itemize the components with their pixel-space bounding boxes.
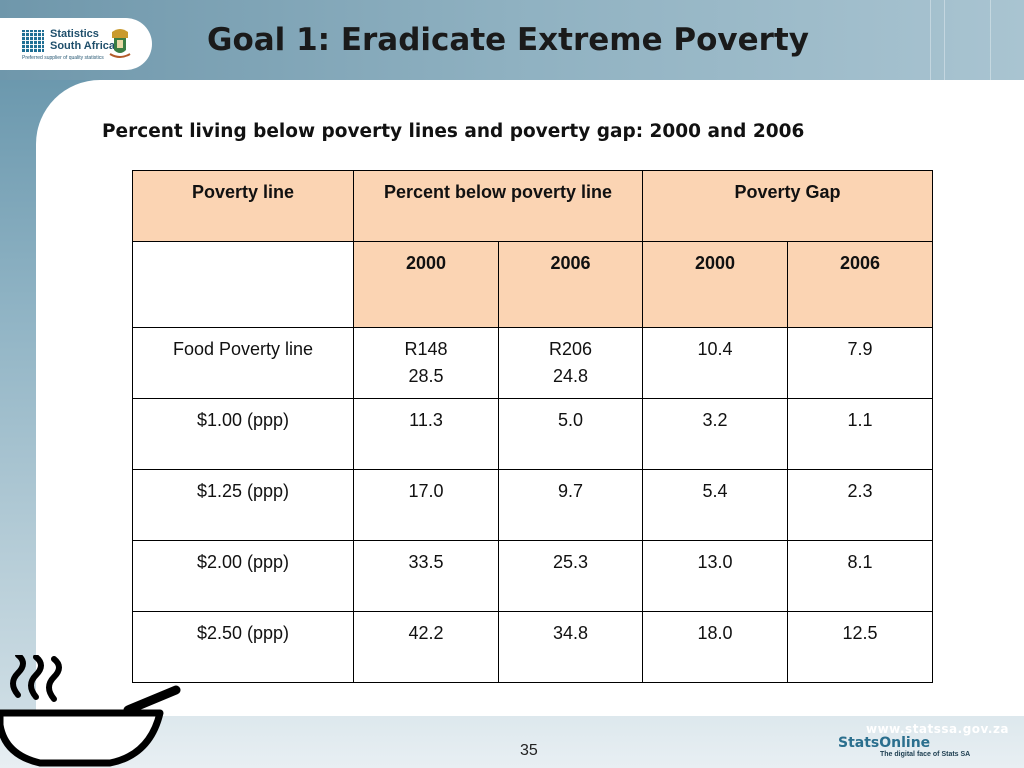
cell-gap-2006: 1.1 bbox=[787, 398, 934, 470]
table-row: $2.50 (ppp) 42.2 34.8 18.0 12.5 bbox=[132, 611, 934, 683]
logo-tagline: Preferred supplier of quality statistics bbox=[22, 55, 104, 61]
decorative-stripe bbox=[990, 0, 991, 80]
table-row: Food Poverty line R148 28.5 R206 24.8 10… bbox=[132, 327, 934, 399]
table-row: $1.25 (ppp) 17.0 9.7 5.4 2.3 bbox=[132, 469, 934, 541]
header-poverty-line: Poverty line bbox=[132, 170, 354, 242]
header-year: 2000 bbox=[642, 241, 789, 328]
cell-value: R206 bbox=[548, 339, 593, 359]
logo-line-2: South Africa bbox=[50, 40, 115, 52]
table-caption: Percent living below poverty lines and p… bbox=[102, 121, 805, 142]
header-year: 2006 bbox=[497, 241, 644, 328]
decorative-stripe bbox=[944, 0, 945, 80]
cell-gap-2000: 5.4 bbox=[642, 469, 789, 541]
row-label: $1.25 (ppp) bbox=[132, 469, 354, 541]
cell-gap-2006: 2.3 bbox=[787, 469, 934, 541]
page-number: 35 bbox=[520, 742, 538, 759]
poverty-table: Poverty line Percent below poverty line … bbox=[132, 170, 934, 683]
steaming-bowl-icon bbox=[0, 655, 181, 767]
cell-percent-2006: 5.0 bbox=[497, 398, 644, 470]
row-label: $1.00 (ppp) bbox=[132, 398, 354, 470]
footer-band bbox=[0, 716, 1024, 768]
table-row: $1.00 (ppp) 11.3 5.0 3.2 1.1 bbox=[132, 398, 934, 470]
statistics-logo-icon bbox=[22, 30, 44, 52]
cell-value: 24.8 bbox=[552, 366, 589, 386]
row-label: $2.00 (ppp) bbox=[132, 540, 354, 612]
cell-percent-2006: 9.7 bbox=[497, 469, 644, 541]
cell-gap-2006: 12.5 bbox=[787, 611, 934, 683]
header-percent-below: Percent below poverty line bbox=[352, 170, 644, 242]
table-row: $2.00 (ppp) 33.5 25.3 13.0 8.1 bbox=[132, 540, 934, 612]
statsonline-tagline: The digital face of Stats SA bbox=[880, 751, 971, 758]
table-header-row: Poverty line Percent below poverty line … bbox=[132, 170, 934, 242]
cell-gap-2000: 3.2 bbox=[642, 398, 789, 470]
cell-gap-2006: 8.1 bbox=[787, 540, 934, 612]
cell-percent-2006: 25.3 bbox=[497, 540, 644, 612]
cell-percent-2000: 33.5 bbox=[353, 540, 499, 612]
cell-value: R148 bbox=[404, 339, 448, 359]
stats-sa-logo: Statistics South Africa Preferred suppli… bbox=[0, 18, 152, 70]
row-label: $2.50 (ppp) bbox=[132, 611, 354, 683]
cell-gap-2006: 7.9 bbox=[787, 327, 934, 399]
header-poverty-gap: Poverty Gap bbox=[642, 170, 934, 242]
header-bar bbox=[0, 0, 1024, 80]
table-year-row: 2000 2006 2000 2006 bbox=[132, 241, 934, 328]
cell-gap-2000: 18.0 bbox=[642, 611, 789, 683]
cell-gap-2000: 13.0 bbox=[642, 540, 789, 612]
website-url: www.statssa.gov.za bbox=[866, 722, 1010, 736]
header-year: 2000 bbox=[353, 241, 499, 328]
logo-line-1: Statistics bbox=[50, 28, 99, 40]
decorative-stripe bbox=[930, 0, 931, 80]
cell-percent-2006: 34.8 bbox=[497, 611, 644, 683]
cell-percent-2000: 11.3 bbox=[353, 398, 499, 470]
cell-percent-2000: R148 28.5 bbox=[353, 327, 499, 399]
page-title: Goal 1: Eradicate Extreme Poverty bbox=[207, 22, 809, 58]
header-blank-cell bbox=[132, 241, 354, 328]
cell-percent-2006: R206 24.8 bbox=[497, 327, 644, 399]
cell-gap-2000: 10.4 bbox=[642, 327, 789, 399]
row-label: Food Poverty line bbox=[132, 327, 354, 399]
cell-value: 28.5 bbox=[408, 366, 444, 386]
header-year: 2006 bbox=[787, 241, 934, 328]
cell-percent-2000: 42.2 bbox=[353, 611, 499, 683]
coat-of-arms-icon bbox=[109, 29, 131, 58]
statsonline-logo: StatsOnline bbox=[838, 735, 931, 751]
cell-percent-2000: 17.0 bbox=[353, 469, 499, 541]
